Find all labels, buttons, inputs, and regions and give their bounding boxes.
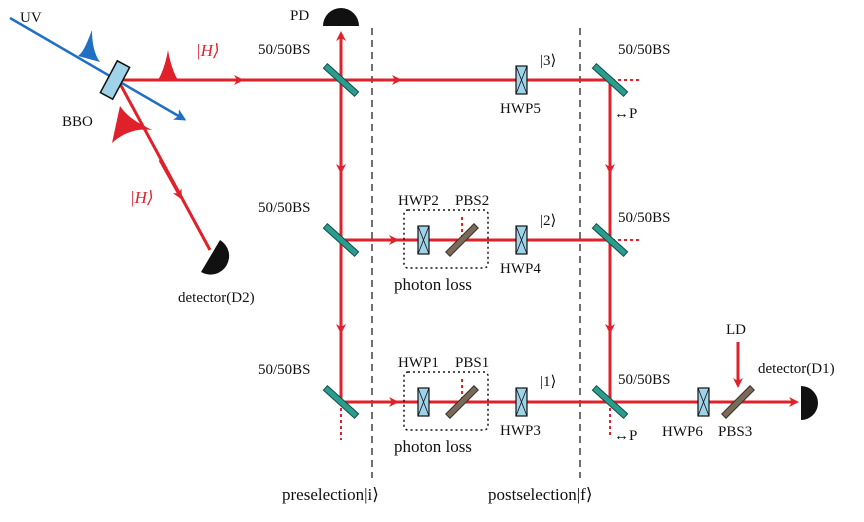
label-h-state-side: |H⟩ <box>130 188 154 207</box>
label-pbs3: PBS3 <box>718 424 752 440</box>
photon-pulse-side-icon <box>112 106 152 143</box>
label-pbs2: PBS2 <box>455 193 489 209</box>
label-bs-top-left: 50/50BS <box>258 42 311 58</box>
photon-loss-box-top <box>403 209 489 269</box>
hwp3-plate <box>515 387 528 417</box>
label-bs-bot-right: 50/50BS <box>618 372 671 388</box>
pd-detector-icon <box>323 8 359 26</box>
label-hwp5: HWP5 <box>500 101 541 117</box>
label-photon-loss-top: photon loss <box>394 275 472 294</box>
pbs1-plate <box>445 385 479 419</box>
label-ket3: |3⟩ <box>540 53 556 69</box>
beam-splitter-top-right <box>591 63 629 97</box>
label-detector-d2: detector(D2) <box>178 290 255 306</box>
beam-splitter-mid-right <box>591 223 629 257</box>
uv-pulse-icon <box>78 30 100 62</box>
hwp1-plate <box>417 387 430 417</box>
beam-splitter-top-left <box>322 63 360 97</box>
uv-beam <box>9 16 187 121</box>
hwp5-plate <box>515 65 528 95</box>
label-pbs1: PBS1 <box>455 355 489 371</box>
label-h-state-top: |H⟩ <box>196 41 220 60</box>
beam-splitter-mid-left <box>322 223 360 257</box>
label-hwp3: HWP3 <box>500 423 541 439</box>
label-ket2: |2⟩ <box>540 213 556 229</box>
photon-loss-box-bot <box>403 371 489 431</box>
label-hwp6: HWP6 <box>662 424 703 440</box>
label-hwp4: HWP4 <box>500 261 541 277</box>
label-ket1: |1⟩ <box>540 374 556 390</box>
label-postselection: postselection|f⟩ <box>488 485 592 504</box>
label-bs-top-right: 50/50BS <box>618 42 671 58</box>
label-hwp2: HWP2 <box>398 193 439 209</box>
label-hwp1: HWP1 <box>398 355 439 371</box>
label-polarizer-bot: ↔P <box>614 428 637 444</box>
label-ld: LD <box>726 322 746 338</box>
pbs2-plate <box>445 223 479 257</box>
label-bs-mid-right: 50/50BS <box>618 210 671 226</box>
label-uv: UV <box>20 10 42 26</box>
label-bs-mid-left: 50/50BS <box>258 200 311 216</box>
label-polarizer-top: ↔P <box>614 106 637 122</box>
beam-splitter-bot-left <box>322 385 360 419</box>
hwp4-plate <box>515 225 528 255</box>
hwp2-plate <box>417 225 430 255</box>
beam-splitter-bot-right <box>591 385 629 419</box>
bbo-crystal <box>99 59 131 101</box>
label-detector-d1: detector(D1) <box>758 361 835 377</box>
beam-to-d2-arrow <box>158 159 182 200</box>
pbs3-plate <box>721 385 755 419</box>
hwp6-plate <box>697 387 710 417</box>
label-pd: PD <box>290 8 309 24</box>
photon-pulse-top-icon <box>158 50 178 80</box>
detector-d1-icon <box>801 386 818 420</box>
label-bbo: BBO <box>62 114 93 130</box>
label-photon-loss-bot: photon loss <box>394 437 472 456</box>
label-preselection: preselection|i⟩ <box>282 485 379 504</box>
detector-d2-icon <box>201 240 230 275</box>
label-bs-bot-left: 50/50BS <box>258 362 311 378</box>
